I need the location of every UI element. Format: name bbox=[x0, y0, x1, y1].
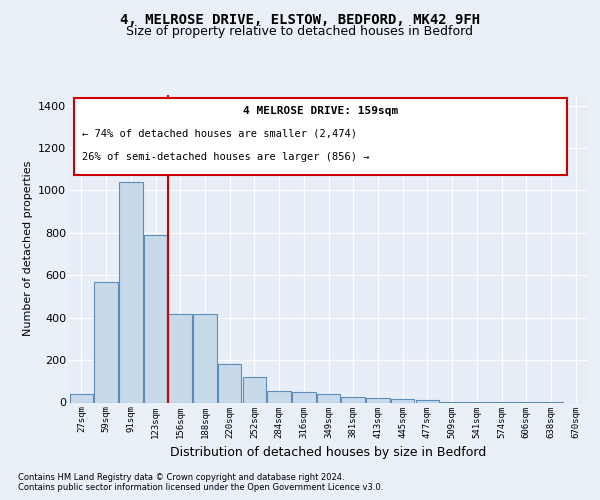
Bar bbox=[119, 182, 143, 402]
Bar bbox=[268, 391, 291, 402]
Bar bbox=[94, 282, 118, 403]
Bar bbox=[218, 364, 241, 403]
Text: Contains HM Land Registry data © Crown copyright and database right 2024.: Contains HM Land Registry data © Crown c… bbox=[18, 472, 344, 482]
Text: 4, MELROSE DRIVE, ELSTOW, BEDFORD, MK42 9FH: 4, MELROSE DRIVE, ELSTOW, BEDFORD, MK42 … bbox=[120, 12, 480, 26]
Bar bbox=[193, 314, 217, 402]
FancyBboxPatch shape bbox=[74, 98, 567, 175]
Text: Contains public sector information licensed under the Open Government Licence v3: Contains public sector information licen… bbox=[18, 484, 383, 492]
Bar bbox=[242, 377, 266, 402]
Text: Size of property relative to detached houses in Bedford: Size of property relative to detached ho… bbox=[127, 25, 473, 38]
Bar bbox=[144, 235, 167, 402]
Bar bbox=[341, 397, 365, 402]
Bar bbox=[391, 398, 415, 402]
Bar bbox=[317, 394, 340, 402]
Bar bbox=[70, 394, 93, 402]
Text: ← 74% of detached houses are smaller (2,474): ← 74% of detached houses are smaller (2,… bbox=[82, 129, 357, 139]
Y-axis label: Number of detached properties: Number of detached properties bbox=[23, 161, 32, 336]
Bar bbox=[366, 398, 389, 402]
Text: 4 MELROSE DRIVE: 159sqm: 4 MELROSE DRIVE: 159sqm bbox=[243, 106, 398, 116]
Text: 26% of semi-detached houses are larger (856) →: 26% of semi-detached houses are larger (… bbox=[82, 152, 370, 162]
Bar bbox=[292, 392, 316, 402]
X-axis label: Distribution of detached houses by size in Bedford: Distribution of detached houses by size … bbox=[170, 446, 487, 459]
Bar bbox=[416, 400, 439, 402]
Bar bbox=[169, 314, 192, 402]
